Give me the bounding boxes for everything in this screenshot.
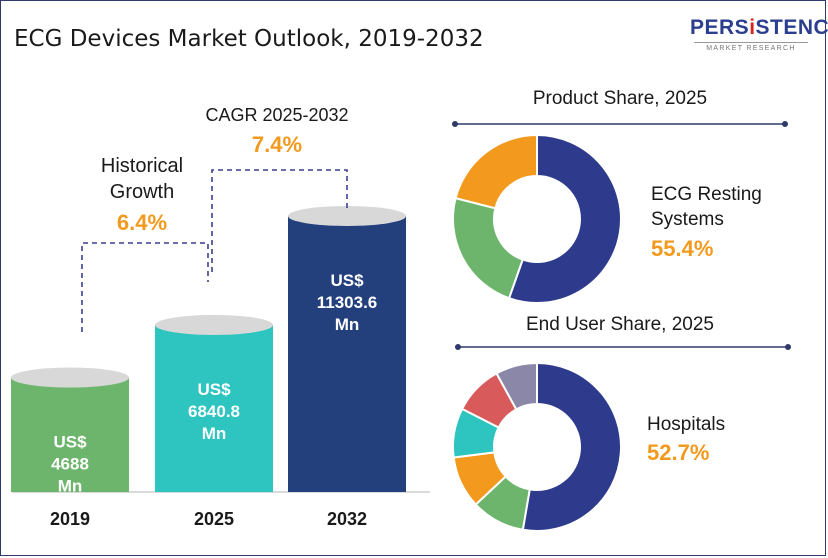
product-share-panel: Product Share, 2025 ECG Resting Systems … [452, 88, 788, 304]
end-user-highlight-label: Hospitals [647, 414, 725, 435]
bar-value-labels: US$ 4688 Mn US$ 6840.8 Mn US$ 11303.6 Mn [51, 271, 377, 496]
bar-value-label-2025-2: Mn [202, 424, 227, 443]
product-highlight-label-line1: ECG Resting [651, 184, 762, 205]
product-share-slice-2 [454, 133, 538, 210]
historical-growth-value: 6.4% [117, 210, 167, 235]
end-user-share-rule-dot-left [455, 344, 461, 350]
x-tick-2019: 2019 [50, 509, 90, 529]
bar-value-label-2032-2: Mn [335, 315, 360, 334]
bar-value-label-2019-2: Mn [58, 477, 83, 496]
growth-annotations: Historical Growth 6.4% CAGR 2025-2032 7.… [81, 105, 349, 332]
bar-value-label-2019-1: 4688 [51, 455, 89, 474]
bar-value-label-2025-0: US$ [197, 380, 231, 399]
historical-label-line2: Growth [110, 181, 174, 203]
bar-value-label-2019-0: US$ [53, 433, 87, 452]
product-share-slice-1 [452, 196, 524, 300]
bar-chart: US$ 4688 Mn US$ 6840.8 Mn US$ 11303.6 Mn 2019 202… [11, 206, 430, 529]
end-user-share-rule-dot-right [785, 344, 791, 350]
bar-top-2019 [11, 367, 129, 388]
bar-value-label-2032-1: 11303.6 [317, 293, 378, 312]
bars-group [11, 206, 406, 492]
bar-value-label-2032-0: US$ [330, 271, 364, 290]
bar-top-2025 [155, 314, 273, 335]
product-share-title: Product Share, 2025 [533, 88, 707, 109]
logo-subtitle: MARKET RESEARCH [706, 45, 796, 52]
logo-rule [694, 42, 808, 43]
x-tick-2025: 2025 [194, 509, 234, 529]
product-share-donut [452, 133, 622, 304]
logo-wordmark: PERSiSTENCE [690, 16, 828, 39]
end-user-share-panel: End User Share, 2025 Hospitals 52.7% [452, 314, 791, 532]
cagr-value: 7.4% [252, 132, 302, 157]
bar-value-label-2025-1: 6840.8 [188, 402, 240, 421]
x-tick-labels: 2019 2025 2032 [50, 509, 367, 529]
product-highlight-label-line2: Systems [651, 209, 724, 230]
cagr-connector [211, 169, 348, 272]
bar-2032 [288, 216, 406, 492]
bar-2019 [11, 377, 129, 492]
cagr-label: CAGR 2025-2032 [205, 105, 348, 125]
product-share-rule-dot-left [452, 121, 458, 127]
chart-title: ECG Devices Market Outlook, 2019-2032 [14, 26, 484, 52]
product-share-slice-0 [507, 133, 622, 304]
bar-top-2032 [288, 206, 406, 226]
product-share-rule-dot-right [782, 121, 788, 127]
end-user-share-slice-5 [495, 361, 538, 411]
persistence-logo: PERSiSTENCE MARKET RESEARCH [690, 14, 828, 60]
end-user-highlight-value: 52.7% [647, 440, 709, 465]
end-user-share-slice-0 [521, 361, 622, 532]
end-user-share-title: End User Share, 2025 [526, 314, 714, 335]
historical-connector [81, 242, 209, 332]
bar-2025 [155, 324, 273, 492]
product-highlight-value: 55.4% [651, 236, 713, 261]
x-tick-2032: 2032 [327, 509, 367, 529]
end-user-share-donut [452, 361, 622, 532]
historical-label-line1: Historical [101, 155, 183, 177]
